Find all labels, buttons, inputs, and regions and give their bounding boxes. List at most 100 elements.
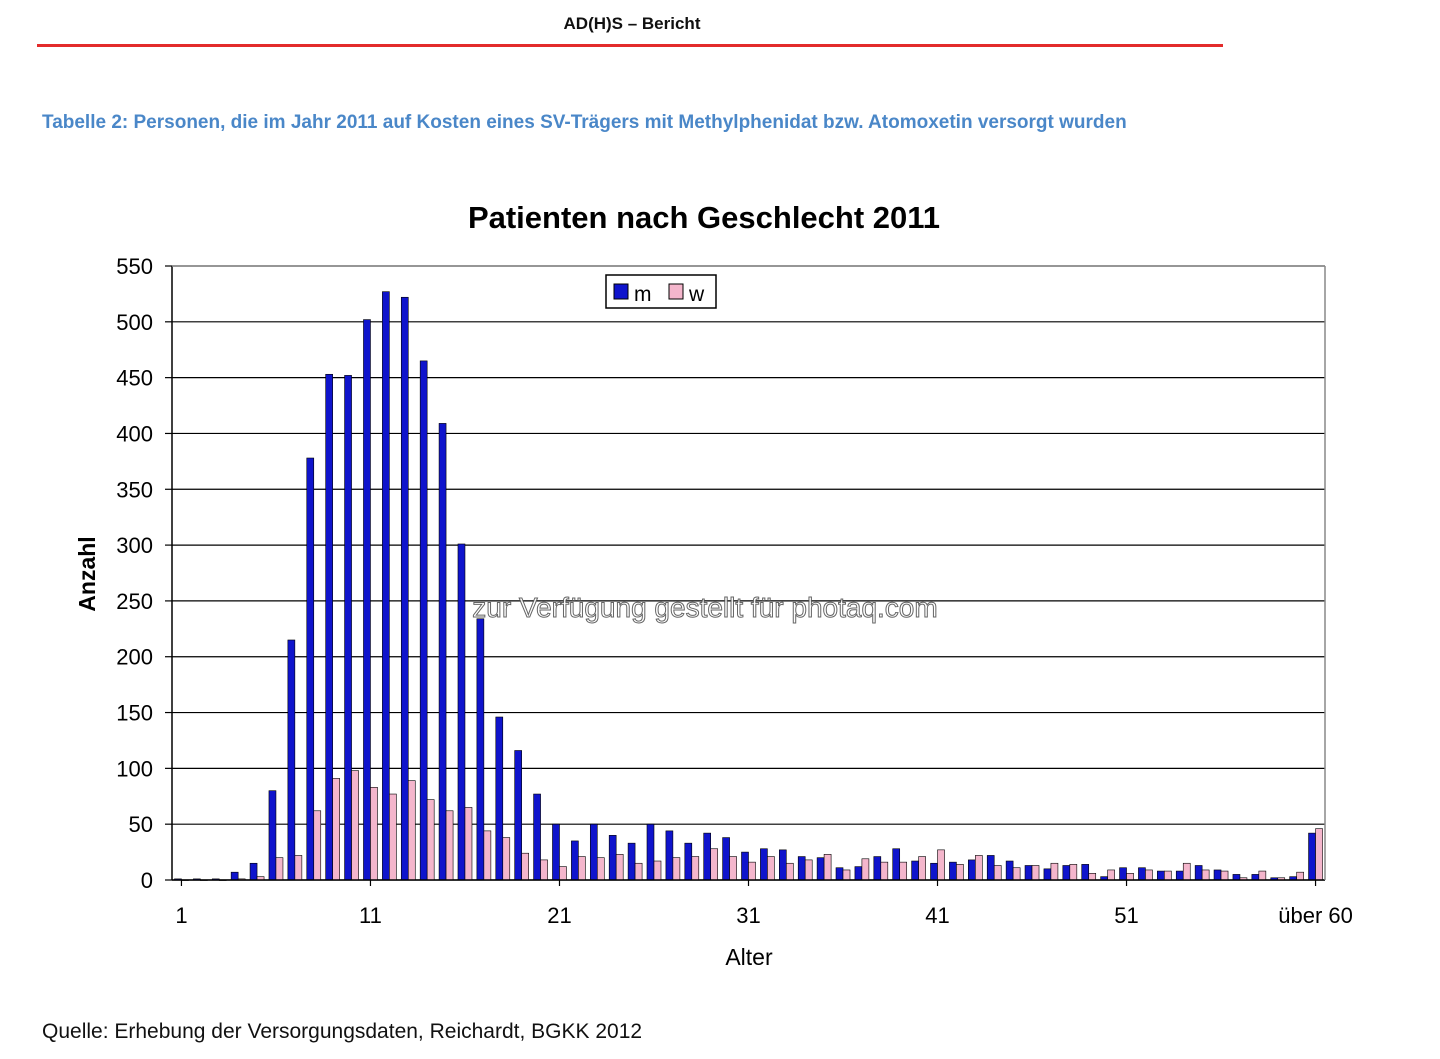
bar-m — [514, 750, 522, 881]
bar-w — [653, 860, 662, 881]
bar-w — [1258, 870, 1267, 881]
y-tick-label: 550 — [116, 254, 153, 279]
bar-w — [748, 861, 756, 881]
bar-w — [483, 830, 492, 881]
bar-m — [325, 373, 333, 881]
bar-m — [589, 823, 598, 881]
bar-m — [1024, 865, 1033, 881]
bar-m — [741, 851, 749, 881]
bar-w — [596, 857, 605, 881]
bar-m — [306, 457, 315, 881]
bar-m — [1119, 867, 1127, 881]
bar-m — [438, 423, 447, 881]
bar-w — [1220, 870, 1229, 881]
bar-m — [684, 842, 693, 881]
bar-w — [993, 865, 1002, 881]
bar-m — [230, 871, 239, 881]
x-tick-label: über 60 — [1278, 903, 1353, 928]
bar-m — [703, 832, 711, 881]
bar-w — [540, 859, 548, 881]
bar-m — [400, 296, 409, 881]
bars — [174, 291, 1323, 881]
bar-w — [786, 862, 794, 881]
y-tick-label: 50 — [129, 812, 153, 837]
bar-w — [351, 770, 359, 881]
y-axis-label: Anzahl — [74, 536, 100, 611]
bar-w — [880, 861, 889, 881]
bar-w — [389, 793, 397, 881]
bar-w — [672, 857, 681, 881]
y-tick-label: 100 — [116, 756, 153, 781]
bar-m — [892, 848, 901, 881]
bar-w — [1031, 865, 1040, 881]
bar-w — [767, 856, 775, 881]
table-caption: Tabelle 2: Personen, die im Jahr 2011 au… — [42, 112, 1127, 133]
y-tick-label: 450 — [116, 366, 153, 391]
bar-w — [445, 810, 454, 881]
bar-m — [1308, 832, 1316, 881]
bar-w — [521, 852, 529, 881]
bar-m — [476, 618, 485, 881]
x-tick-label: 41 — [925, 903, 949, 928]
y-tick-label: 250 — [116, 589, 153, 614]
bar-w — [1145, 869, 1153, 881]
bar-w — [464, 807, 473, 881]
bar-w — [842, 869, 851, 881]
bar-m — [419, 360, 428, 881]
x-tick-label: 11 — [359, 903, 382, 928]
bar-m — [779, 849, 787, 881]
bar-w — [956, 864, 964, 881]
source-note: Quelle: Erhebung der Versorgungsdaten, R… — [42, 1020, 643, 1043]
bar-m — [968, 859, 976, 881]
bar-m — [457, 543, 466, 881]
bar-w — [615, 854, 624, 881]
bar-w — [729, 856, 737, 881]
bar-w — [1107, 869, 1115, 881]
bar-m — [1138, 867, 1146, 881]
x-tick-label: 31 — [736, 903, 760, 928]
bar-m — [816, 857, 825, 881]
legend-label-m: m — [634, 283, 652, 306]
bar-w — [918, 856, 926, 881]
bar-m — [249, 862, 258, 881]
bar-w — [407, 780, 416, 881]
watermark-text: zur Verfügung gestellt für photaq.com — [472, 592, 937, 623]
bar-m — [949, 861, 957, 881]
bar-m — [344, 375, 352, 881]
bar-m — [722, 837, 730, 881]
bar-w — [1126, 873, 1134, 881]
bar-w — [1296, 871, 1304, 881]
bar-w — [823, 854, 832, 881]
bar-w — [634, 862, 643, 881]
bar-m — [854, 866, 863, 881]
bar-w — [1182, 862, 1191, 881]
bar-m — [1062, 865, 1071, 881]
bar-w — [502, 837, 511, 881]
legend-swatch-w — [668, 283, 684, 300]
y-tick-label: 150 — [116, 701, 153, 726]
bar-w — [804, 859, 813, 881]
bar-w — [332, 778, 340, 881]
bar-w — [691, 856, 700, 881]
bar-m — [986, 855, 995, 881]
bar-w — [426, 799, 435, 881]
y-tick-label: 300 — [116, 533, 153, 558]
y-tick-labels: 0 50 100 150 200 250 300 350 400 450 500 550 — [116, 254, 153, 893]
bar-w — [313, 810, 322, 881]
legend-label-w: w — [688, 283, 705, 306]
bar-m — [627, 842, 636, 881]
bar-m — [1251, 874, 1260, 881]
bar-m — [533, 793, 541, 881]
bar-chart: Patienten nach Geschlecht 2011 050100150… — [74, 200, 1353, 970]
y-tick-label: 500 — [116, 310, 153, 335]
bar-m — [1175, 870, 1184, 881]
x-axis-label: Alter — [725, 944, 773, 970]
bar-m — [760, 848, 768, 881]
legend-swatch-m — [613, 283, 629, 300]
bar-m — [1157, 870, 1165, 881]
bar-m — [1232, 874, 1241, 881]
bar-m — [1005, 860, 1014, 881]
bar-m — [797, 856, 806, 881]
bar-m — [571, 840, 579, 881]
bar-m — [1043, 868, 1052, 881]
